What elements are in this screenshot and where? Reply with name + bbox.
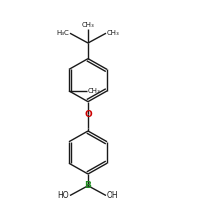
Text: H₃C: H₃C [56,30,69,36]
Text: HO: HO [57,191,69,200]
Text: OH: OH [107,191,119,200]
Text: O: O [84,110,92,119]
Text: CH₃: CH₃ [107,30,120,36]
Text: B: B [85,181,91,190]
Text: CH₃: CH₃ [88,88,101,94]
Text: CH₃: CH₃ [82,22,94,28]
